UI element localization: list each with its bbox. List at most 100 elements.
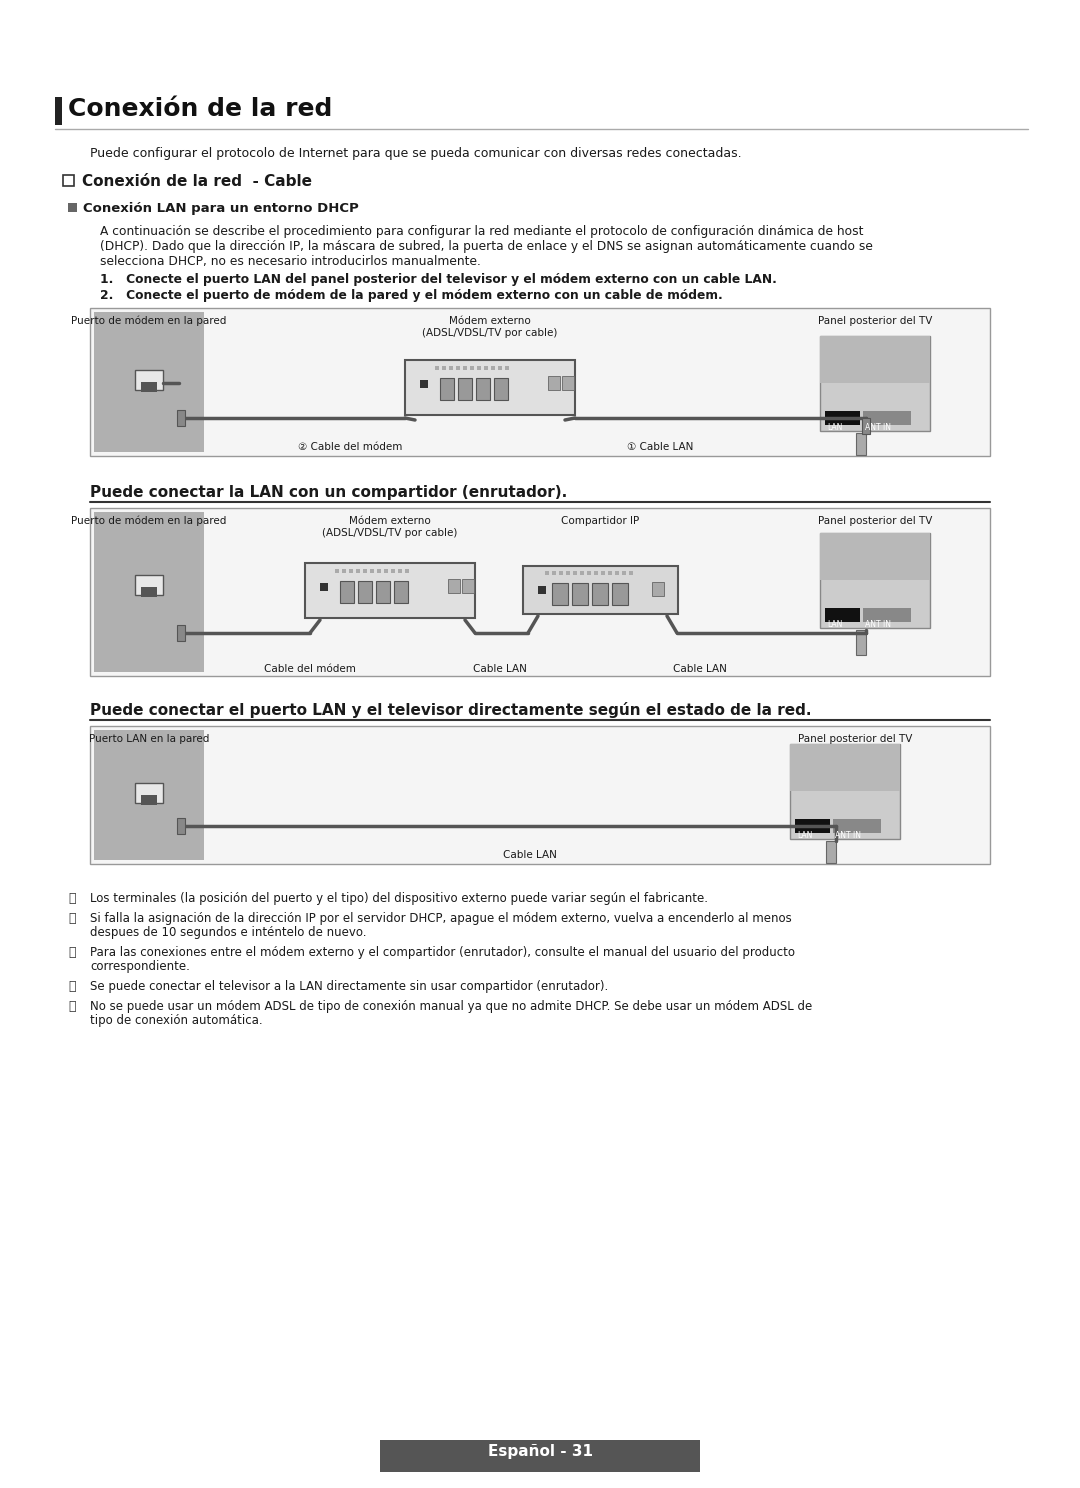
Text: Español - 31: Español - 31: [487, 1443, 593, 1460]
Text: Módem externo
(ADSL/VDSL/TV por cable): Módem externo (ADSL/VDSL/TV por cable): [322, 516, 458, 537]
Bar: [357, 580, 372, 603]
Bar: [608, 571, 612, 574]
Bar: [548, 376, 561, 390]
Bar: [484, 366, 488, 371]
Polygon shape: [139, 811, 157, 823]
Bar: [494, 378, 508, 400]
Bar: [833, 818, 881, 833]
Bar: [863, 609, 912, 622]
Bar: [63, 176, 75, 186]
Bar: [68, 202, 77, 211]
Bar: [545, 571, 549, 574]
Bar: [552, 583, 568, 606]
Bar: [505, 366, 509, 371]
Bar: [538, 586, 546, 594]
Text: LAN: LAN: [827, 620, 842, 629]
Bar: [94, 512, 204, 673]
Bar: [498, 366, 502, 371]
Text: 2.   Conecte el puerto de módem de la pared y el módem externo con un cable de m: 2. Conecte el puerto de módem de la pare…: [100, 289, 723, 302]
Bar: [448, 579, 460, 594]
Bar: [435, 366, 438, 371]
Text: Panel posterior del TV: Panel posterior del TV: [818, 315, 932, 326]
Polygon shape: [139, 603, 157, 615]
Bar: [391, 568, 395, 573]
Text: A continuación se describe el procedimiento para configurar la red mediante el p: A continuación se describe el procedimie…: [100, 225, 864, 238]
Bar: [340, 580, 354, 603]
Text: Conexión de la red: Conexión de la red: [68, 97, 333, 121]
Bar: [862, 418, 870, 434]
Bar: [177, 625, 185, 641]
Text: Ⓟ: Ⓟ: [68, 893, 76, 906]
Bar: [615, 571, 619, 574]
Text: 1.   Conecte el puerto LAN del panel posterior del televisor y el módem externo : 1. Conecte el puerto LAN del panel poste…: [100, 272, 777, 286]
Bar: [826, 841, 836, 863]
Text: ANT IN: ANT IN: [865, 423, 891, 432]
Text: despues de 10 segundos e inténtelo de nuevo.: despues de 10 segundos e inténtelo de nu…: [90, 926, 366, 939]
Text: Conexión de la red  - Cable: Conexión de la red - Cable: [82, 174, 312, 189]
Bar: [825, 609, 860, 622]
Text: No se puede usar un módem ADSL de tipo de conexión manual ya que no admite DHCP.: No se puede usar un módem ADSL de tipo d…: [90, 1000, 812, 1013]
Text: Puerto de módem en la pared: Puerto de módem en la pared: [71, 315, 227, 326]
Bar: [572, 583, 588, 606]
Text: ① Cable LAN: ① Cable LAN: [626, 442, 693, 452]
Bar: [463, 366, 467, 371]
Bar: [90, 507, 990, 676]
Bar: [820, 336, 930, 432]
Bar: [825, 411, 860, 426]
Bar: [470, 366, 474, 371]
Bar: [612, 583, 627, 606]
Bar: [135, 574, 163, 595]
Bar: [442, 366, 446, 371]
Bar: [820, 533, 930, 580]
Bar: [177, 411, 185, 426]
Text: ANT IN: ANT IN: [865, 620, 891, 629]
Bar: [141, 586, 157, 597]
Bar: [135, 783, 163, 804]
Text: Puede conectar la LAN con un compartidor (enrutador).: Puede conectar la LAN con un compartidor…: [90, 485, 567, 500]
Bar: [566, 571, 570, 574]
Bar: [594, 571, 598, 574]
Bar: [559, 571, 563, 574]
Text: Los terminales (la posición del puerto y el tipo) del dispositivo externo puede : Los terminales (la posición del puerto y…: [90, 891, 708, 905]
Bar: [141, 795, 157, 805]
Bar: [458, 378, 472, 400]
Text: LAN: LAN: [797, 830, 812, 841]
Bar: [305, 562, 475, 618]
Polygon shape: [139, 397, 157, 411]
Bar: [588, 571, 591, 574]
Bar: [863, 411, 912, 426]
Text: Puede configurar el protocolo de Internet para que se pueda comunicar con divers: Puede configurar el protocolo de Interne…: [90, 147, 742, 161]
Bar: [335, 568, 339, 573]
Bar: [349, 568, 353, 573]
Bar: [370, 568, 374, 573]
Bar: [399, 568, 402, 573]
Text: Módem externo
(ADSL/VDSL/TV por cable): Módem externo (ADSL/VDSL/TV por cable): [422, 315, 557, 338]
Bar: [856, 433, 866, 455]
Bar: [363, 568, 367, 573]
Bar: [622, 571, 626, 574]
Bar: [356, 568, 360, 573]
Bar: [405, 568, 409, 573]
Text: Cable LAN: Cable LAN: [473, 664, 527, 674]
Text: Puede conectar el puerto LAN y el televisor directamente según el estado de la r: Puede conectar el puerto LAN y el televi…: [90, 702, 811, 719]
Bar: [405, 360, 575, 415]
Bar: [652, 582, 664, 597]
Bar: [600, 571, 605, 574]
Text: Si falla la asignación de la dirección IP por el servidor DHCP, apague el módem : Si falla la asignación de la dirección I…: [90, 912, 792, 926]
Bar: [789, 744, 900, 792]
Text: ② Cable del módem: ② Cable del módem: [298, 442, 402, 452]
Text: Cable LAN: Cable LAN: [673, 664, 727, 674]
Bar: [90, 726, 990, 865]
Text: Panel posterior del TV: Panel posterior del TV: [818, 516, 932, 525]
Bar: [177, 818, 185, 833]
Bar: [580, 571, 584, 574]
Text: Cable del módem: Cable del módem: [265, 664, 356, 674]
Bar: [449, 366, 453, 371]
Text: Compartidor IP: Compartidor IP: [561, 516, 639, 525]
Bar: [552, 571, 556, 574]
Bar: [90, 308, 990, 455]
Bar: [820, 533, 930, 628]
Text: Se puede conectar el televisor a la LAN directamente sin usar compartidor (enrut: Se puede conectar el televisor a la LAN …: [90, 981, 608, 992]
Bar: [856, 629, 866, 655]
Text: Conexión LAN para un entorno DHCP: Conexión LAN para un entorno DHCP: [83, 202, 359, 214]
